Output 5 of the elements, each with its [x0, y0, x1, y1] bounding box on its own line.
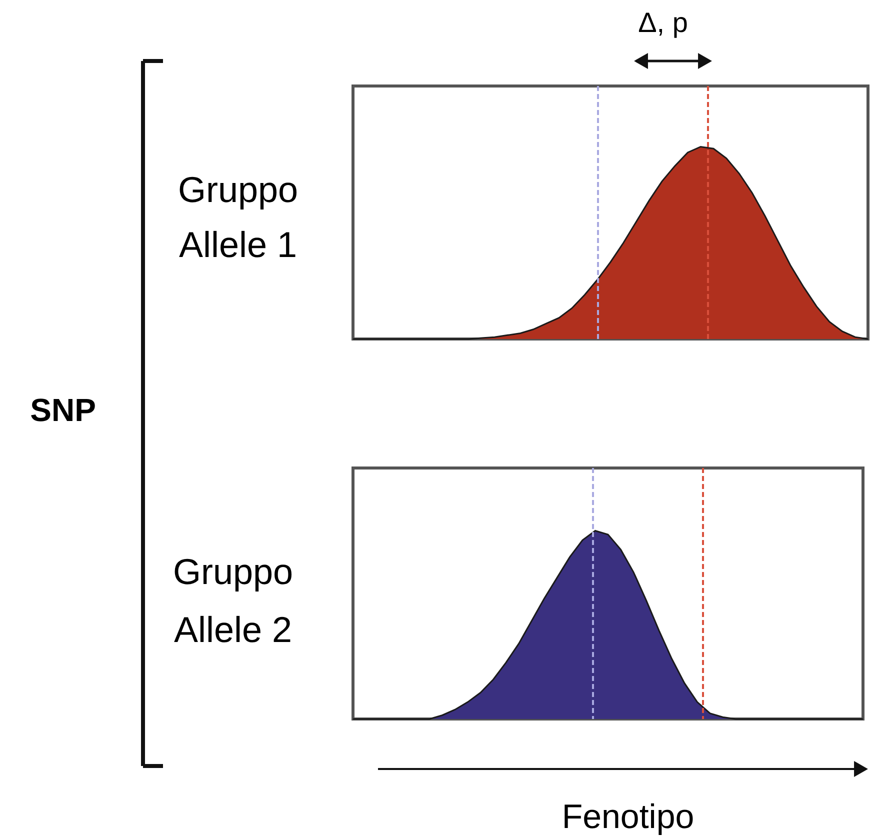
y-axis-title: Gruppo Allele 1: [178, 169, 298, 265]
text: SNP: [30, 392, 96, 428]
text: Δ, p: [638, 7, 688, 38]
y-axis-title: Gruppo Allele 2: [172, 551, 294, 650]
x-axis-title: Fenotipo: [562, 798, 694, 836]
